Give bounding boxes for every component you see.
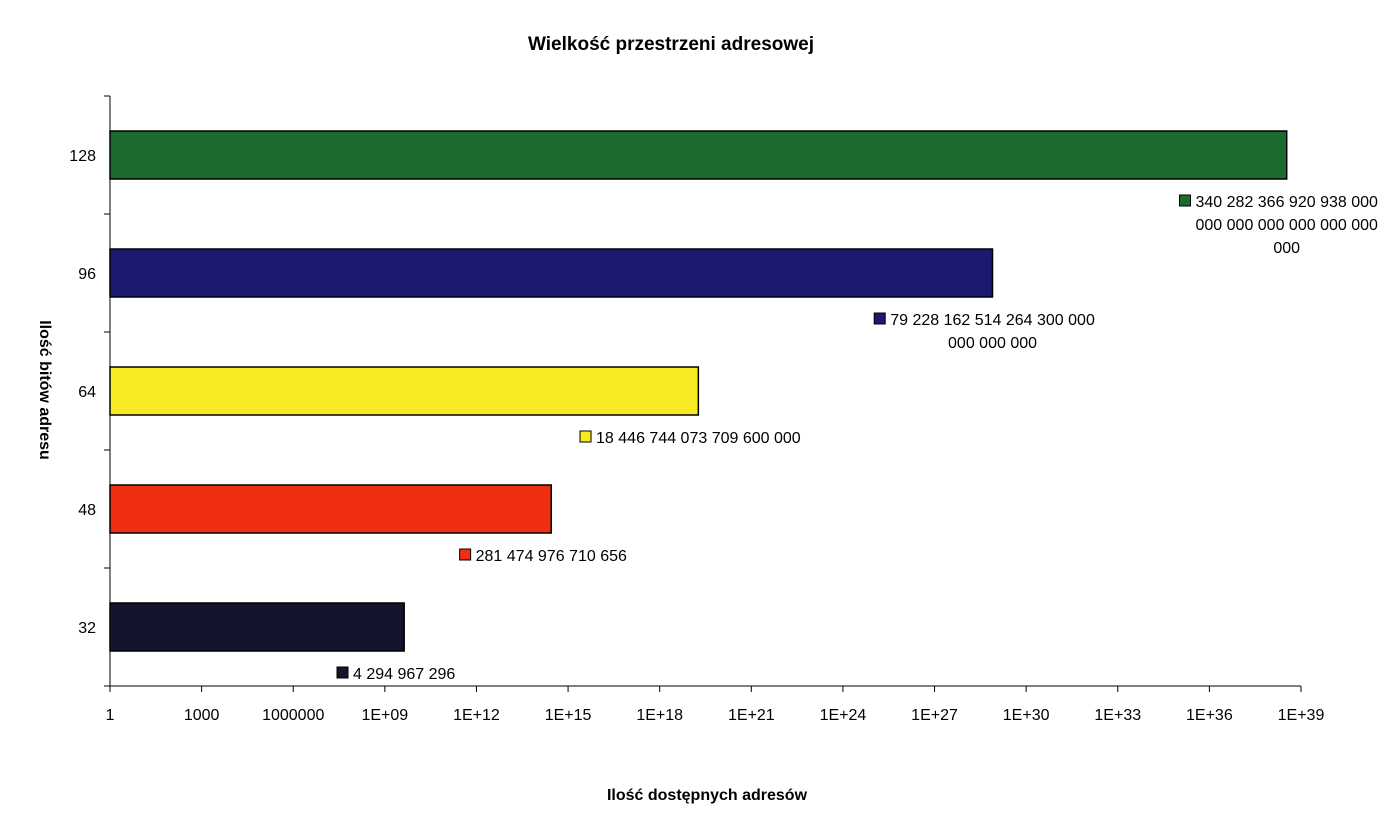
x-axis-title: Ilość dostępnych adresów [607, 787, 808, 804]
x-tick-label: 1000 [184, 707, 220, 724]
data-label-32-bits: 4 294 967 296 [336, 666, 455, 683]
bar-32-bits [109, 602, 405, 652]
y-tick-label: 48 [78, 502, 96, 519]
data-label-line: 000 000 000 000 000 000 [1196, 217, 1379, 234]
bars-group [109, 130, 1288, 652]
x-axis-ticks: 1 1000 1000000 1E+09 1E+12 1E+15 1E+18 1E+21 1E+… [106, 686, 1325, 724]
x-tick-label: 1E+18 [636, 707, 683, 724]
data-label-line: 281 474 976 710 656 [476, 548, 627, 565]
y-tick-label: 32 [78, 620, 96, 637]
data-label-96-bits: 79 228 162 514 264 300 000 000 000 000 [873, 312, 1095, 352]
data-labels-group: 4 294 967 296 281 474 976 710 656 18 446 7… [336, 194, 1379, 683]
data-label-128-bits: 340 282 366 920 938 000 000 000 000 000 0… [1179, 194, 1379, 257]
data-label-line: 000 [1273, 240, 1300, 257]
x-tick-label: 1000000 [262, 707, 324, 724]
x-tick-label: 1E+09 [361, 707, 408, 724]
y-tick-label: 96 [78, 266, 96, 283]
x-tick-label: 1E+36 [1186, 707, 1233, 724]
data-label-line: 4 294 967 296 [353, 666, 455, 683]
y-axis-ticks: 32 48 64 96 128 [69, 95, 110, 687]
y-axis-title: Ilość bitów adresu [36, 320, 53, 460]
chart-title: Wielkość przestrzeni adresowej [528, 34, 814, 55]
data-label-line: 18 446 744 073 709 600 000 [596, 430, 801, 447]
legend-key-32 [336, 666, 349, 679]
data-label-64-bits: 18 446 744 073 709 600 000 [579, 430, 801, 447]
bar-64-bits [109, 366, 700, 416]
x-tick-label: 1E+15 [545, 707, 592, 724]
bar-128-bits [109, 130, 1288, 180]
legend-key-64 [579, 430, 592, 443]
data-label-line: 000 000 000 [948, 335, 1037, 352]
legend-key-128 [1179, 194, 1191, 207]
data-label-48-bits: 281 474 976 710 656 [459, 548, 627, 565]
x-tick-label: 1 [106, 707, 115, 724]
bar-96-bits [109, 248, 994, 298]
legend-key-48 [459, 548, 472, 561]
x-tick-label: 1E+39 [1278, 707, 1325, 724]
bar-48-bits [109, 484, 553, 534]
data-label-line: 79 228 162 514 264 300 000 [890, 312, 1095, 329]
x-tick-label: 1E+30 [1003, 707, 1050, 724]
x-tick-label: 1E+12 [453, 707, 500, 724]
x-tick-label: 1E+24 [820, 707, 867, 724]
data-label-line: 340 282 366 920 938 000 [1196, 194, 1379, 211]
x-tick-label: 1E+33 [1094, 707, 1141, 724]
x-tick-label: 1E+27 [911, 707, 958, 724]
legend-key-96 [873, 312, 886, 325]
y-tick-label: 128 [69, 148, 96, 165]
x-tick-label: 1E+21 [728, 707, 775, 724]
y-tick-label: 64 [78, 384, 96, 401]
